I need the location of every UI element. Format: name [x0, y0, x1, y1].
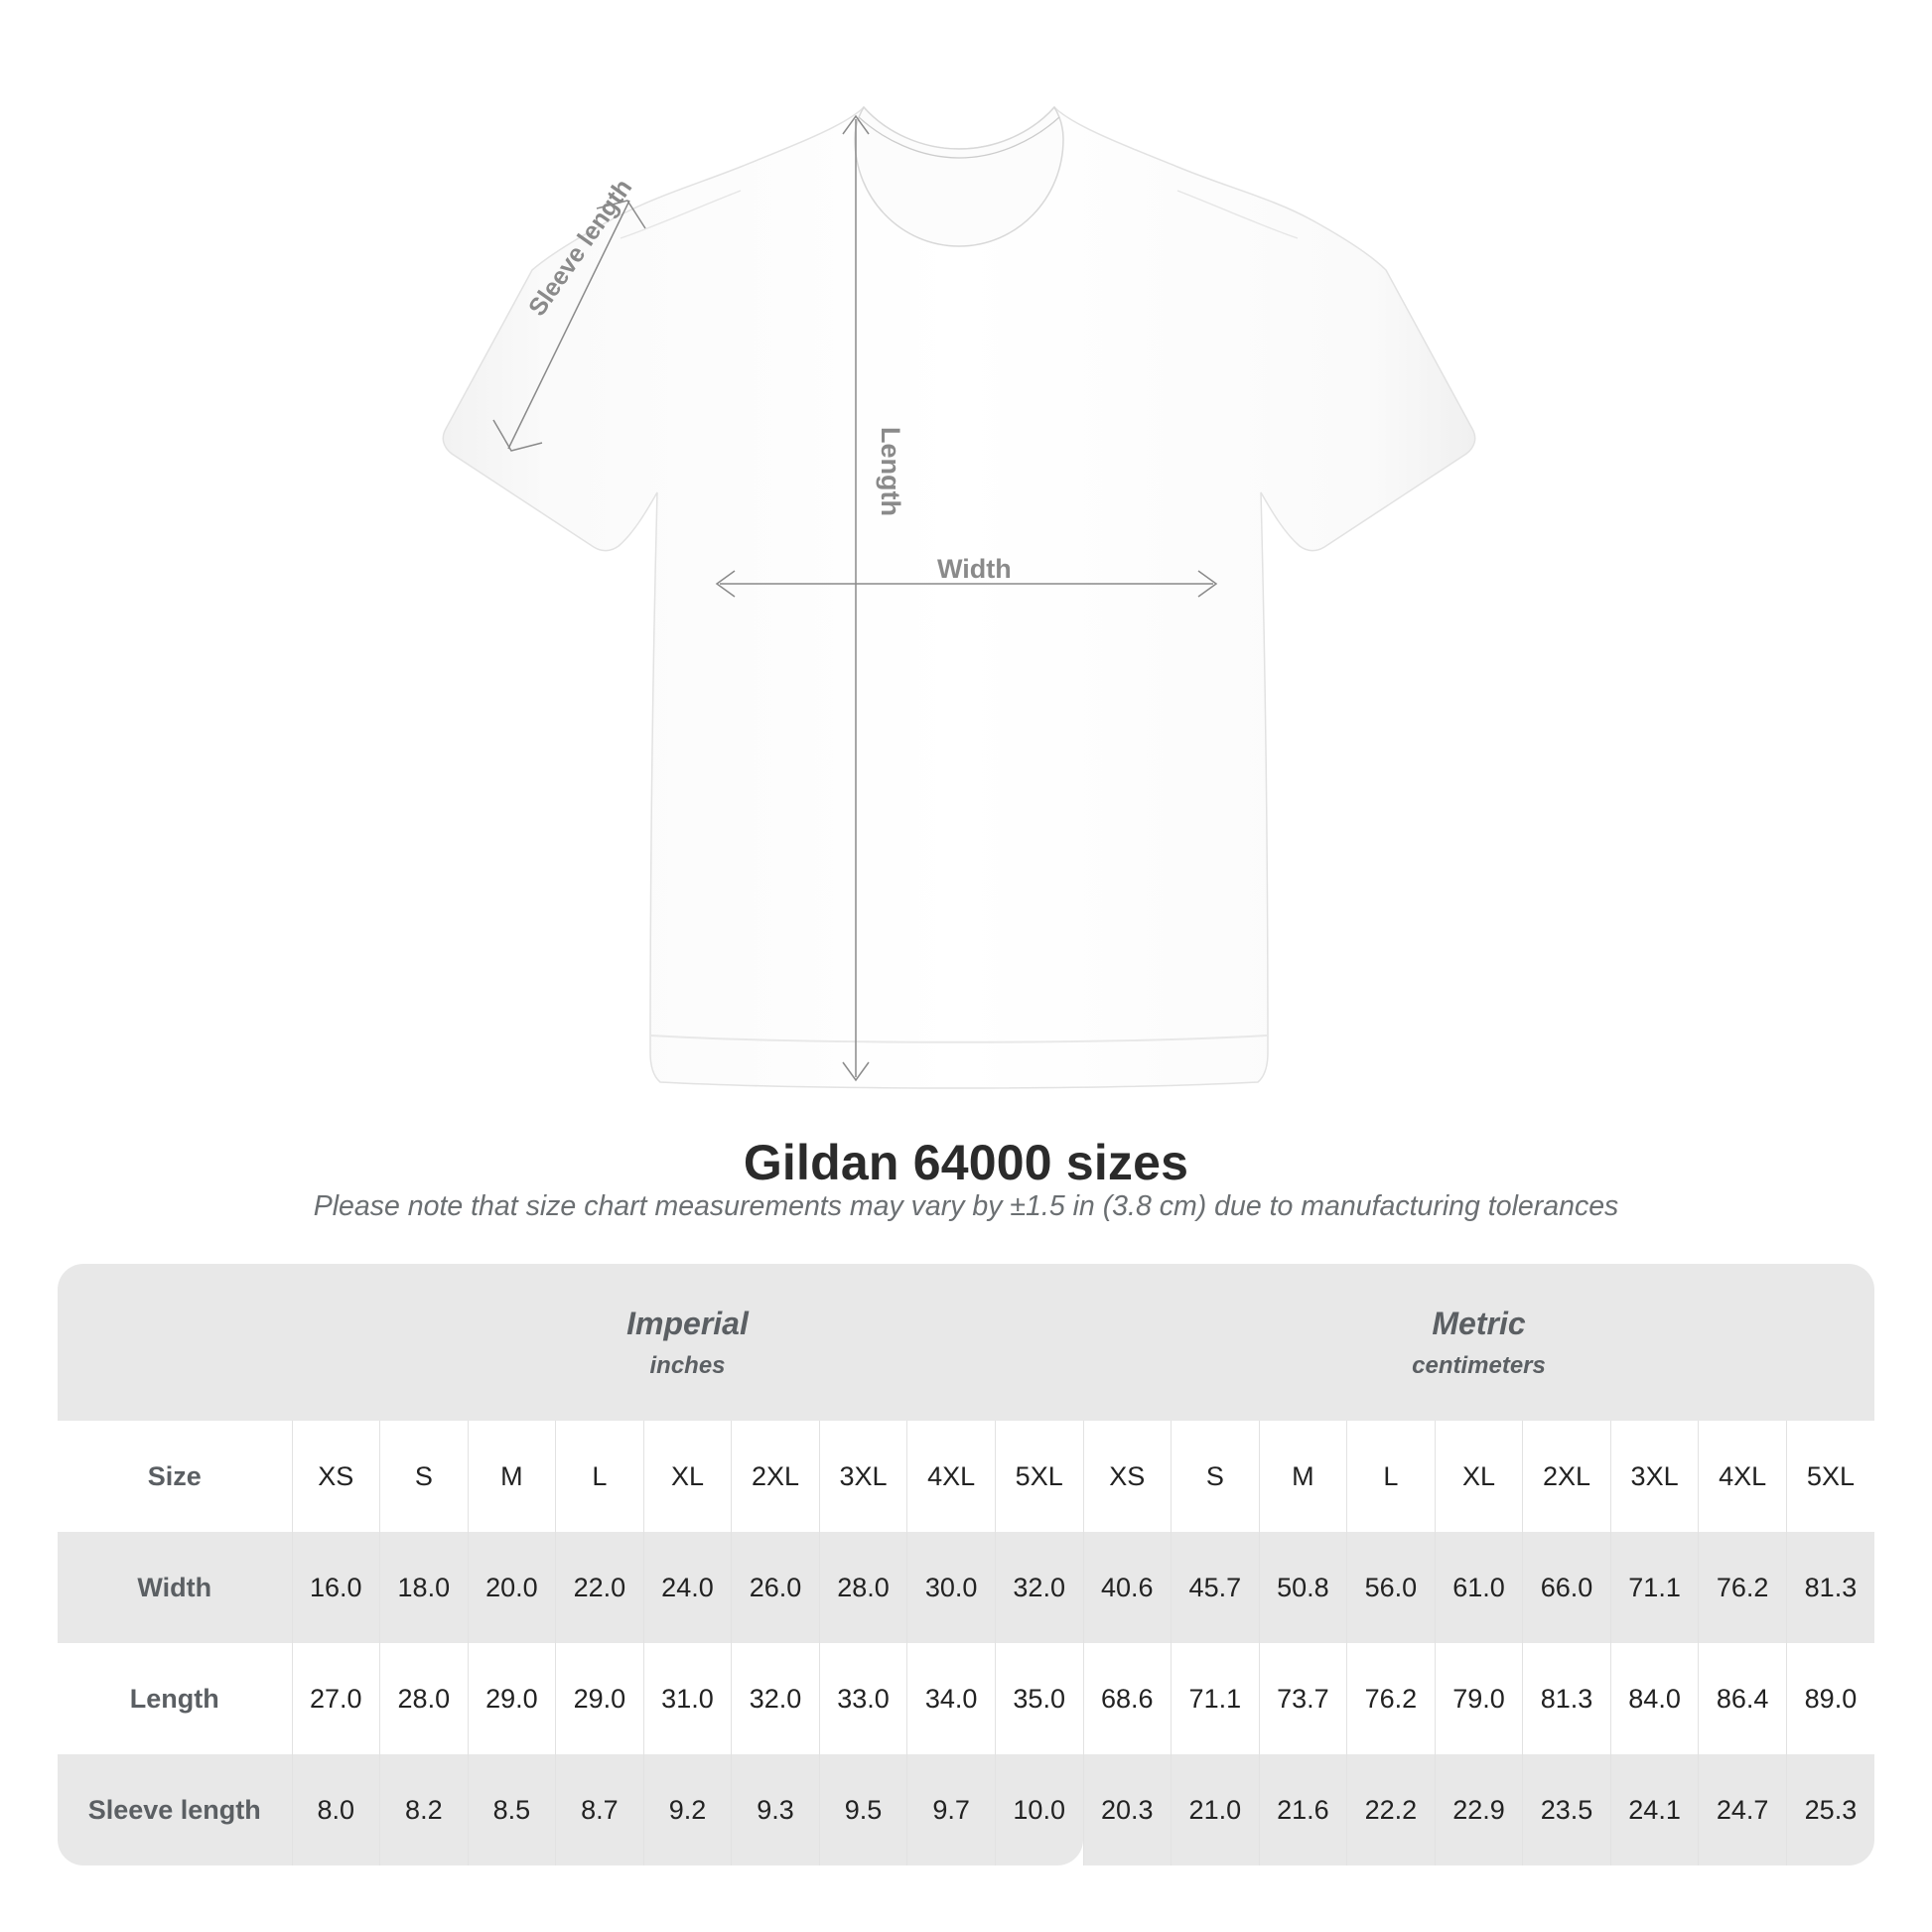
- svg-text:Width: Width: [937, 554, 1012, 584]
- svg-text:Length: Length: [876, 427, 905, 516]
